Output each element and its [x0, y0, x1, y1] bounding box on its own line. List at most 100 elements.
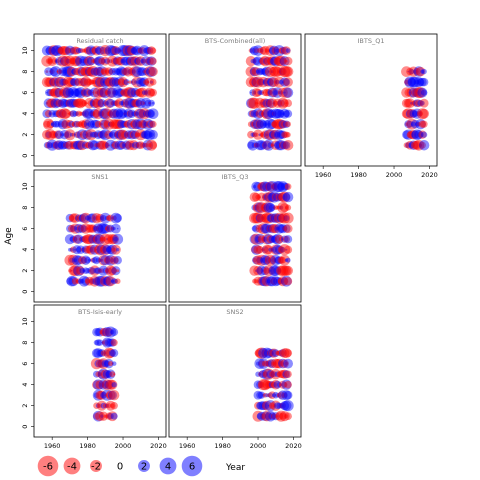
bubble — [54, 140, 65, 151]
bubble — [139, 142, 146, 148]
bubble — [411, 88, 420, 97]
bubble — [42, 109, 52, 119]
bubble — [54, 59, 58, 63]
bubble — [50, 66, 62, 78]
bubble — [116, 129, 127, 140]
bubble — [54, 87, 65, 98]
legend-label: 0 — [117, 462, 123, 473]
bubble — [95, 215, 101, 221]
bubble — [49, 67, 59, 77]
bubble — [259, 255, 271, 266]
bubble — [124, 100, 129, 106]
bubble — [273, 212, 285, 224]
bubble — [258, 57, 265, 65]
bubble — [245, 66, 257, 77]
bubble — [78, 214, 87, 222]
bubble — [255, 69, 261, 74]
bubble — [106, 403, 112, 409]
bubble — [108, 361, 114, 367]
bubble — [104, 90, 110, 96]
bubble — [130, 80, 134, 84]
bubble — [284, 183, 292, 190]
panel-2: BTS-Combined(all) — [168, 33, 302, 167]
bubble — [279, 411, 290, 422]
bubble — [281, 112, 285, 116]
bubble — [77, 70, 81, 74]
bubble — [131, 99, 140, 108]
bubble — [261, 349, 269, 357]
bubble — [99, 268, 105, 274]
bubble — [47, 58, 54, 64]
bubble — [137, 87, 148, 98]
bubble — [256, 265, 267, 276]
bubble — [268, 391, 277, 400]
bubble — [97, 368, 110, 380]
bubble — [259, 101, 264, 105]
bubble — [93, 225, 100, 232]
bubble — [275, 412, 284, 421]
bubble — [54, 76, 65, 88]
bubble — [105, 246, 112, 253]
bubble — [276, 371, 282, 377]
bubble — [59, 89, 67, 96]
bubble — [94, 267, 102, 275]
bubble — [44, 67, 53, 76]
bubble — [115, 88, 124, 97]
bubble — [258, 370, 265, 378]
bubble — [145, 69, 151, 74]
bubble — [279, 402, 286, 409]
bubble — [247, 130, 255, 139]
bubble — [260, 213, 270, 223]
bubble — [271, 121, 277, 128]
bubble — [56, 108, 66, 119]
bubble — [280, 401, 290, 411]
bubble — [270, 265, 282, 277]
bubble — [110, 212, 122, 224]
bubble — [81, 247, 87, 253]
bubble — [269, 130, 279, 140]
bubble — [105, 348, 116, 358]
bubble — [102, 102, 105, 104]
bubble — [109, 119, 120, 130]
bubble — [106, 224, 115, 233]
bubble — [112, 233, 124, 245]
bubble — [269, 371, 276, 378]
bubble — [123, 121, 130, 128]
bubble — [73, 258, 78, 263]
bubble — [251, 181, 262, 192]
bubble — [120, 59, 126, 64]
x-tick-label: 1960 — [315, 171, 332, 179]
bubble — [254, 279, 259, 284]
bubble — [116, 66, 127, 77]
bubble — [269, 269, 272, 272]
bubble — [131, 111, 137, 117]
x-tick-label: 1980 — [214, 442, 231, 450]
bubble — [70, 223, 81, 234]
bubble — [80, 120, 88, 128]
x-tick-label: 2020 — [150, 442, 167, 450]
bubble — [69, 235, 78, 243]
bubble — [121, 79, 128, 86]
bubble — [67, 254, 79, 266]
bubble — [272, 391, 279, 399]
bubble — [138, 120, 147, 129]
bubble — [270, 276, 281, 287]
y-tick-label: 6 — [21, 362, 29, 366]
bubble — [130, 87, 141, 98]
bubble — [73, 131, 81, 138]
bubble — [110, 412, 118, 420]
bubble — [255, 101, 258, 105]
bubble — [256, 78, 264, 86]
bubble — [265, 360, 272, 367]
bubble — [104, 142, 110, 148]
bubble — [266, 109, 275, 118]
bubble — [401, 109, 412, 119]
bubble — [148, 66, 158, 77]
bubble — [275, 193, 283, 201]
bubble — [113, 257, 119, 264]
bubble — [111, 119, 121, 130]
bubble — [272, 101, 276, 105]
bubble — [89, 265, 100, 276]
bubble — [83, 88, 92, 97]
bubble — [260, 266, 270, 276]
